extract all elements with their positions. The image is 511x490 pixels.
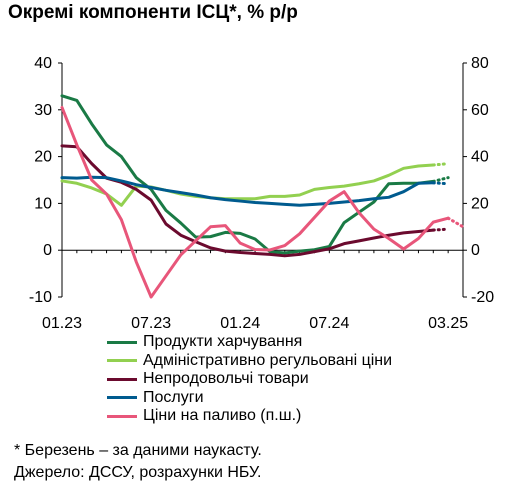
- series-line-0: [60, 94, 435, 255]
- series-line-3: [60, 175, 435, 207]
- x-tick-label: 03.25: [428, 315, 468, 332]
- legend: Продукти харчування Адміністративно регу…: [107, 333, 392, 426]
- y-right-tick-label: -20: [471, 289, 494, 306]
- series-estimate-4: [446, 216, 465, 229]
- series-line-2: [60, 144, 435, 258]
- y-left-tick-label: 0: [43, 242, 52, 259]
- footnote: * Березень – за даними наукасту. Джерело…: [14, 440, 262, 484]
- x-tick-label: 01.23: [42, 315, 82, 332]
- legend-item-food: Продукти харчування: [107, 333, 392, 352]
- legend-item-services: Послуги: [107, 389, 392, 408]
- legend-item-admin-prices: Адміністративно регульовані ціни: [107, 352, 392, 371]
- y-left-tick-label: 10: [34, 195, 52, 212]
- chart-title: Окремі компоненти ІСЦ*, % р/р: [8, 2, 298, 23]
- y-right-tick-label: 20: [471, 195, 489, 212]
- series-estimate-2: [431, 227, 450, 232]
- legend-swatch-admin-prices: [107, 359, 137, 363]
- legend-swatch-fuel: [107, 414, 137, 418]
- series-line-4: [60, 105, 450, 299]
- legend-label-admin-prices: Адміністративно регульовані ціни: [143, 351, 393, 369]
- series-estimate-0: [431, 176, 450, 183]
- legend-item-nonfood: Непродовольчі товари: [107, 370, 392, 389]
- legend-swatch-nonfood: [107, 377, 137, 381]
- legend-label-fuel: Ціни на паливо (п.ш.): [143, 407, 302, 424]
- footnote-nowcast-note: * Березень – за даними наукасту.: [14, 442, 262, 459]
- y-left-tick-label: 40: [34, 55, 52, 72]
- series-estimate-3: [431, 181, 450, 186]
- series-estimate-1: [431, 162, 450, 167]
- legend-swatch-services: [107, 396, 137, 400]
- legend-label-food: Продукти харчування: [143, 333, 303, 350]
- x-tick-label: 07.24: [309, 315, 349, 332]
- legend-label-services: Послуги: [143, 388, 204, 406]
- x-tick-label: 01.24: [220, 315, 260, 332]
- line-chart: -10 0 10 20 30 40 -20 0 20 40 60 80 01.23 07.23 01.24 0…: [29, 55, 494, 332]
- y-right-tick-label: 40: [471, 149, 489, 166]
- y-left-tick-label: -10: [29, 289, 52, 306]
- y-left-tick-label: 30: [34, 102, 52, 119]
- y-right-tick-label: 80: [471, 55, 489, 72]
- y-right-tick-label: 0: [471, 242, 480, 259]
- y-right-tick-label: 60: [471, 102, 489, 119]
- y-left-tick-label: 20: [34, 149, 52, 166]
- series-line-1: [60, 163, 435, 207]
- footnote-source: Джерело: ДССУ, розрахунки НБУ.: [14, 464, 262, 481]
- legend-label-nonfood: Непродовольчі товари: [143, 370, 309, 387]
- legend-swatch-food: [107, 340, 137, 344]
- x-tick-label: 07.23: [131, 315, 171, 332]
- legend-item-fuel: Ціни на паливо (п.ш.): [107, 407, 392, 426]
